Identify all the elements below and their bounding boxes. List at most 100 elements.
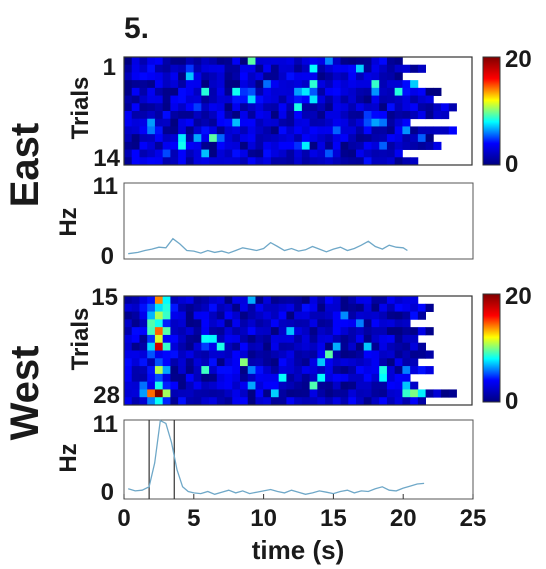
raster-cell: [294, 87, 303, 96]
raster-cell: [139, 87, 148, 96]
raster-cell: [278, 103, 287, 112]
raster-cell: [286, 149, 295, 158]
raster-cell: [417, 126, 426, 135]
raster-cell: [394, 111, 403, 120]
raster-cell: [286, 57, 295, 66]
raster-cell: [448, 103, 457, 112]
raster-cell: [417, 111, 426, 120]
raster-cell: [240, 64, 249, 73]
raster-cell: [255, 303, 264, 312]
raster-cell: [263, 334, 272, 344]
raster-cell: [371, 397, 380, 406]
raster-cell: [255, 103, 264, 112]
raster-cell: [193, 134, 202, 143]
raster-cell: [139, 350, 148, 359]
raster-cell: [170, 103, 179, 112]
raster-cell: [379, 358, 388, 367]
raster-cell: [402, 397, 411, 406]
raster-cell: [309, 87, 318, 96]
raster-cell: [170, 342, 179, 351]
raster-cell: [209, 358, 218, 367]
raster-cell: [278, 311, 287, 320]
raster-cell: [294, 141, 303, 150]
raster-cell: [286, 64, 295, 73]
raster-cell: [402, 303, 411, 312]
raster-cell: [255, 57, 264, 66]
raster-cell: [286, 118, 295, 127]
raster-cell: [139, 303, 148, 312]
raster-cell: [232, 103, 241, 112]
raster-cell: [309, 103, 318, 112]
raster-cell: [247, 342, 256, 351]
raster-cell: [317, 358, 326, 367]
raster-cell: [340, 72, 349, 81]
raster-cell: [340, 381, 349, 390]
raster-cell: [386, 72, 396, 81]
raster-cell: [263, 366, 272, 375]
raster-cell: [147, 389, 156, 398]
raster-cell: [193, 118, 202, 127]
raster-cell: [247, 64, 256, 73]
east-trial-first-label: 1: [103, 54, 116, 81]
raster-cell: [193, 366, 202, 375]
raster-cell: [247, 72, 256, 81]
raster-cell: [356, 334, 365, 344]
raster-cell: [131, 366, 140, 375]
raster-cell: [224, 296, 233, 305]
raster-cell: [185, 134, 194, 143]
raster-cell: [185, 95, 194, 104]
raster-cell: [348, 64, 357, 73]
raster-cell: [193, 397, 202, 406]
east-colorbar-gradient: [482, 56, 501, 166]
raster-cell: [216, 334, 225, 344]
raster-cell: [317, 334, 326, 344]
raster-cell: [185, 327, 194, 336]
raster-cell: [154, 350, 164, 359]
raster-cell: [402, 319, 411, 328]
raster-cell: [410, 103, 419, 112]
raster-cell: [371, 134, 380, 143]
raster-cell: [232, 141, 241, 150]
raster-cell: [309, 118, 318, 127]
raster-cell: [394, 334, 403, 344]
raster-cell: [185, 157, 194, 166]
raster-cell: [162, 57, 171, 66]
raster-cell: [394, 366, 403, 375]
raster-cell: [332, 111, 341, 120]
raster-cell: [247, 111, 256, 120]
raster-cell: [139, 342, 148, 351]
raster-cell: [240, 327, 249, 336]
raster-cell: [301, 303, 310, 312]
raster-cell: [340, 103, 349, 112]
west-raster-cells: [124, 296, 472, 406]
raster-cell: [247, 118, 256, 127]
raster-cell: [124, 157, 133, 166]
raster-cell: [371, 95, 380, 104]
raster-cell: [201, 389, 210, 398]
raster-cell: [147, 80, 156, 89]
raster-cell: [356, 327, 365, 336]
raster-cell: [301, 149, 310, 158]
raster-cell: [371, 72, 380, 81]
raster-cell: [286, 103, 295, 112]
west-trial-last-label: 28: [93, 382, 120, 409]
raster-cell: [394, 373, 403, 383]
raster-cell: [232, 327, 241, 336]
raster-cell: [394, 157, 403, 166]
east-colorbar-min-label: 0: [505, 151, 518, 178]
raster-cell: [371, 296, 380, 305]
raster-cell: [147, 157, 156, 166]
raster-cell: [216, 366, 225, 375]
raster-cell: [410, 141, 419, 150]
raster-cell: [340, 134, 349, 143]
raster-cell: [247, 397, 256, 406]
raster-cell: [386, 64, 396, 73]
raster-cell: [348, 57, 357, 66]
raster-cell: [301, 319, 310, 328]
raster-cell: [124, 381, 133, 390]
raster-cell: [147, 373, 156, 383]
raster-cell: [325, 342, 334, 351]
raster-cell: [340, 389, 349, 398]
raster-cell: [363, 303, 372, 312]
raster-cell: [309, 342, 318, 351]
